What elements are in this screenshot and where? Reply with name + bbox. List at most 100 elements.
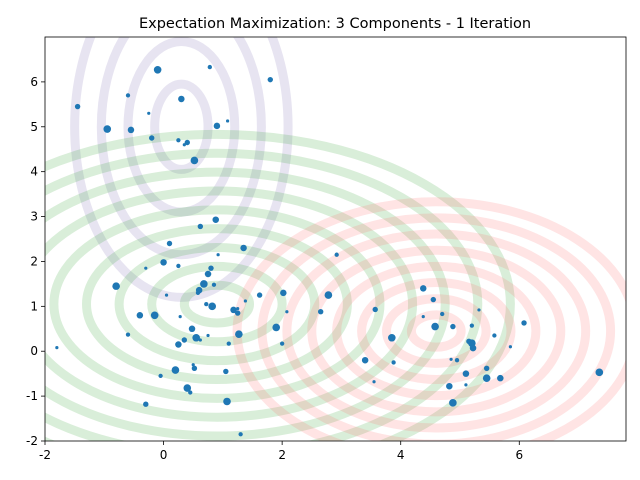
data-point: [446, 382, 453, 390]
data-point: [267, 76, 273, 83]
contour-ring-1: [150, 79, 213, 174]
data-point: [55, 346, 59, 350]
data-point: [195, 286, 203, 294]
data-point: [149, 135, 155, 141]
data-point: [388, 333, 396, 342]
data-point: [164, 293, 169, 297]
contour-ring-2: [45, 148, 483, 441]
x-tick-label: 4: [397, 448, 405, 462]
data-point: [144, 266, 148, 270]
data-point: [421, 315, 425, 319]
data-point: [103, 125, 112, 133]
data-point: [136, 312, 144, 319]
contour-ring-3: [332, 261, 541, 401]
data-point: [181, 337, 188, 343]
data-point: [213, 122, 221, 130]
contour-ring-3: [357, 278, 516, 385]
contour-ring-2: [45, 167, 450, 441]
data-point: [191, 365, 198, 371]
data-point: [243, 299, 247, 303]
data-point: [188, 325, 196, 333]
data-point: [208, 302, 216, 311]
y-tick-label: 0: [30, 344, 38, 358]
contour-ring-2: [147, 261, 287, 347]
data-point: [192, 333, 200, 342]
contour-ring-2: [179, 280, 255, 328]
data-point: [279, 341, 285, 346]
data-point: [280, 289, 287, 297]
data-point: [477, 308, 481, 312]
y-tick-label: 2: [30, 254, 38, 268]
chart-title: Expectation Maximization: 3 Components -…: [139, 16, 531, 32]
data-point: [197, 223, 204, 230]
data-point: [492, 333, 497, 338]
y-tick-label: 3: [30, 210, 38, 224]
data-point: [469, 323, 475, 328]
data-point: [431, 322, 439, 331]
data-point: [595, 368, 604, 377]
data-point: [183, 384, 192, 392]
data-point: [184, 139, 190, 146]
x-tick-label: -2: [39, 448, 51, 462]
data-point: [230, 306, 237, 314]
data-point: [440, 311, 445, 317]
data-point: [508, 345, 512, 349]
data-point: [285, 310, 289, 314]
x-axis: -2 0 2 4 6: [39, 441, 523, 462]
data-point: [211, 282, 217, 287]
data-point: [372, 306, 378, 313]
data-point: [204, 301, 209, 307]
gaussian-contours: [45, 37, 626, 441]
contour-ring-3: [257, 213, 616, 441]
data-point: [361, 356, 369, 364]
data-point: [208, 265, 214, 271]
data-point: [198, 338, 202, 342]
data-point: [200, 280, 208, 288]
data-point: [235, 330, 243, 338]
data-point: [191, 363, 195, 367]
contour-ring-3: [282, 229, 591, 433]
data-point: [482, 374, 491, 382]
scatter-points: [55, 64, 604, 437]
data-point: [166, 240, 173, 247]
x-tick-label: 2: [278, 448, 286, 462]
y-tick-label: 5: [30, 120, 38, 134]
contour-ring-3: [406, 310, 466, 352]
data-point: [272, 323, 281, 332]
contour-ring-1: [70, 37, 293, 302]
contour-ring-2: [114, 243, 320, 366]
data-point: [204, 270, 212, 278]
data-point: [143, 401, 149, 407]
data-point: [150, 311, 159, 320]
data-point: [521, 320, 527, 326]
y-axis: -2 -1 0 1 2 3 4 5 6: [26, 75, 45, 448]
y-tick-label: 4: [30, 165, 38, 179]
data-point: [212, 216, 219, 223]
data-point: [223, 368, 229, 375]
data-point: [464, 383, 468, 387]
data-point: [175, 341, 182, 348]
data-point: [207, 64, 212, 70]
data-point: [176, 138, 181, 143]
x-tick-label: 0: [160, 448, 168, 462]
data-point: [190, 156, 199, 165]
data-point: [125, 332, 131, 337]
y-tick-label: 1: [30, 299, 38, 313]
data-point: [226, 341, 231, 346]
contour-ring-2: [49, 205, 385, 403]
data-point: [372, 380, 376, 384]
data-point: [178, 315, 182, 319]
y-tick-label: 6: [30, 75, 38, 89]
y-tick-label: -1: [26, 389, 38, 403]
contour-ring-1: [96, 37, 266, 260]
data-point: [391, 360, 396, 365]
plot-frame: [44, 36, 627, 442]
data-point: [483, 365, 490, 371]
contour-ring-3: [307, 245, 566, 417]
data-point: [317, 309, 324, 315]
data-point: [449, 399, 457, 407]
x-tick-label: 6: [515, 448, 523, 462]
data-point: [430, 296, 437, 303]
contour-ring-2: [45, 129, 515, 441]
